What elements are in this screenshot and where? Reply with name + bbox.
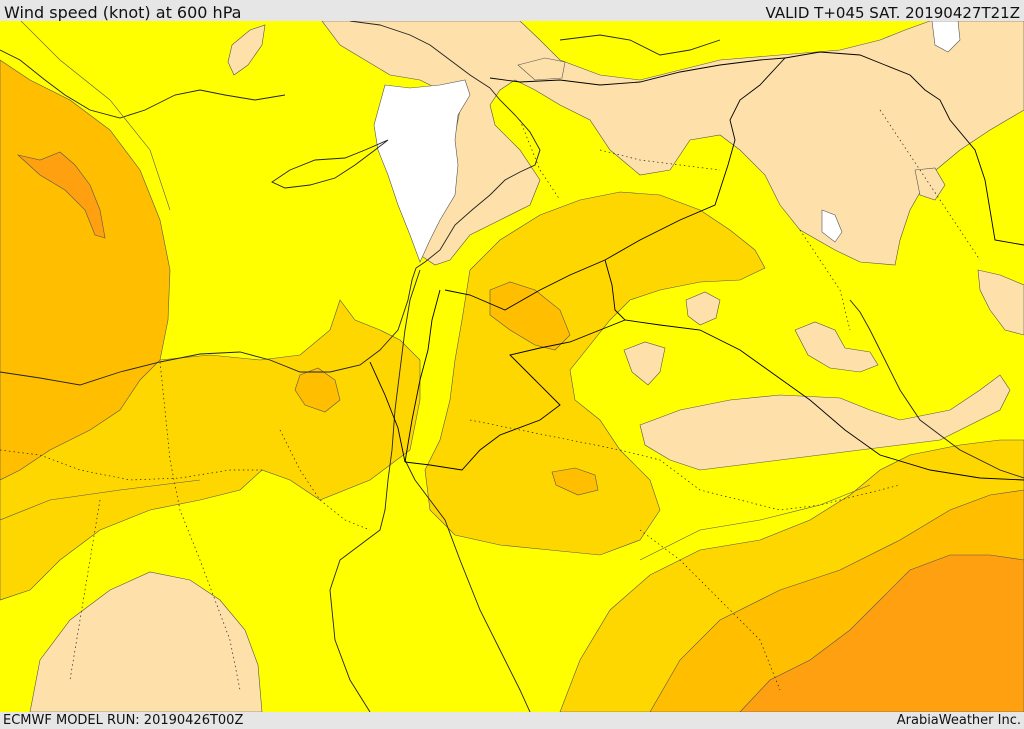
low-wind-zone-northwest bbox=[227, 24, 266, 76]
very-strong-wind-zone-southeast bbox=[739, 554, 1024, 712]
credit-label: ArabiaWeather Inc. bbox=[896, 713, 1021, 728]
wind-speed-map bbox=[0, 21, 1024, 712]
strong-wind-patch-3 bbox=[551, 467, 599, 496]
low-wind-zone-southwest bbox=[29, 571, 263, 712]
model-run-label: ECMWF MODEL RUN: 20190426T00Z bbox=[3, 713, 244, 728]
low-wind-zone-east bbox=[977, 269, 1024, 336]
low-wind-patch-central bbox=[794, 321, 879, 373]
valid-time: VALID T+045 SAT. 20190427T21Z bbox=[765, 4, 1020, 22]
header-bar: Wind speed (knot) at 600 hPa VALID T+045… bbox=[0, 0, 1024, 22]
low-wind-patch-small-3 bbox=[914, 167, 946, 201]
region-boundaries bbox=[0, 109, 981, 691]
calm-patch-northeast bbox=[931, 21, 961, 53]
calm-zone bbox=[373, 79, 471, 263]
national-borders bbox=[369, 51, 1024, 481]
map-title: Wind speed (knot) at 600 hPa bbox=[4, 3, 242, 22]
strong-wind-patch-2 bbox=[489, 281, 571, 351]
low-wind-patch-small-2 bbox=[685, 291, 721, 326]
low-wind-patch-small-4 bbox=[517, 57, 566, 81]
calm-patch-east bbox=[821, 209, 843, 243]
strong-wind-patch-1 bbox=[294, 367, 341, 413]
very-strong-wind-zone-west bbox=[16, 151, 106, 239]
footer-bar: ECMWF MODEL RUN: 20190426T00Z ArabiaWeat… bbox=[0, 712, 1024, 729]
low-wind-zone-east-band bbox=[639, 374, 1011, 471]
coastlines bbox=[0, 21, 1024, 712]
wind-contours bbox=[0, 21, 871, 561]
low-wind-patch-small-1 bbox=[623, 341, 666, 386]
